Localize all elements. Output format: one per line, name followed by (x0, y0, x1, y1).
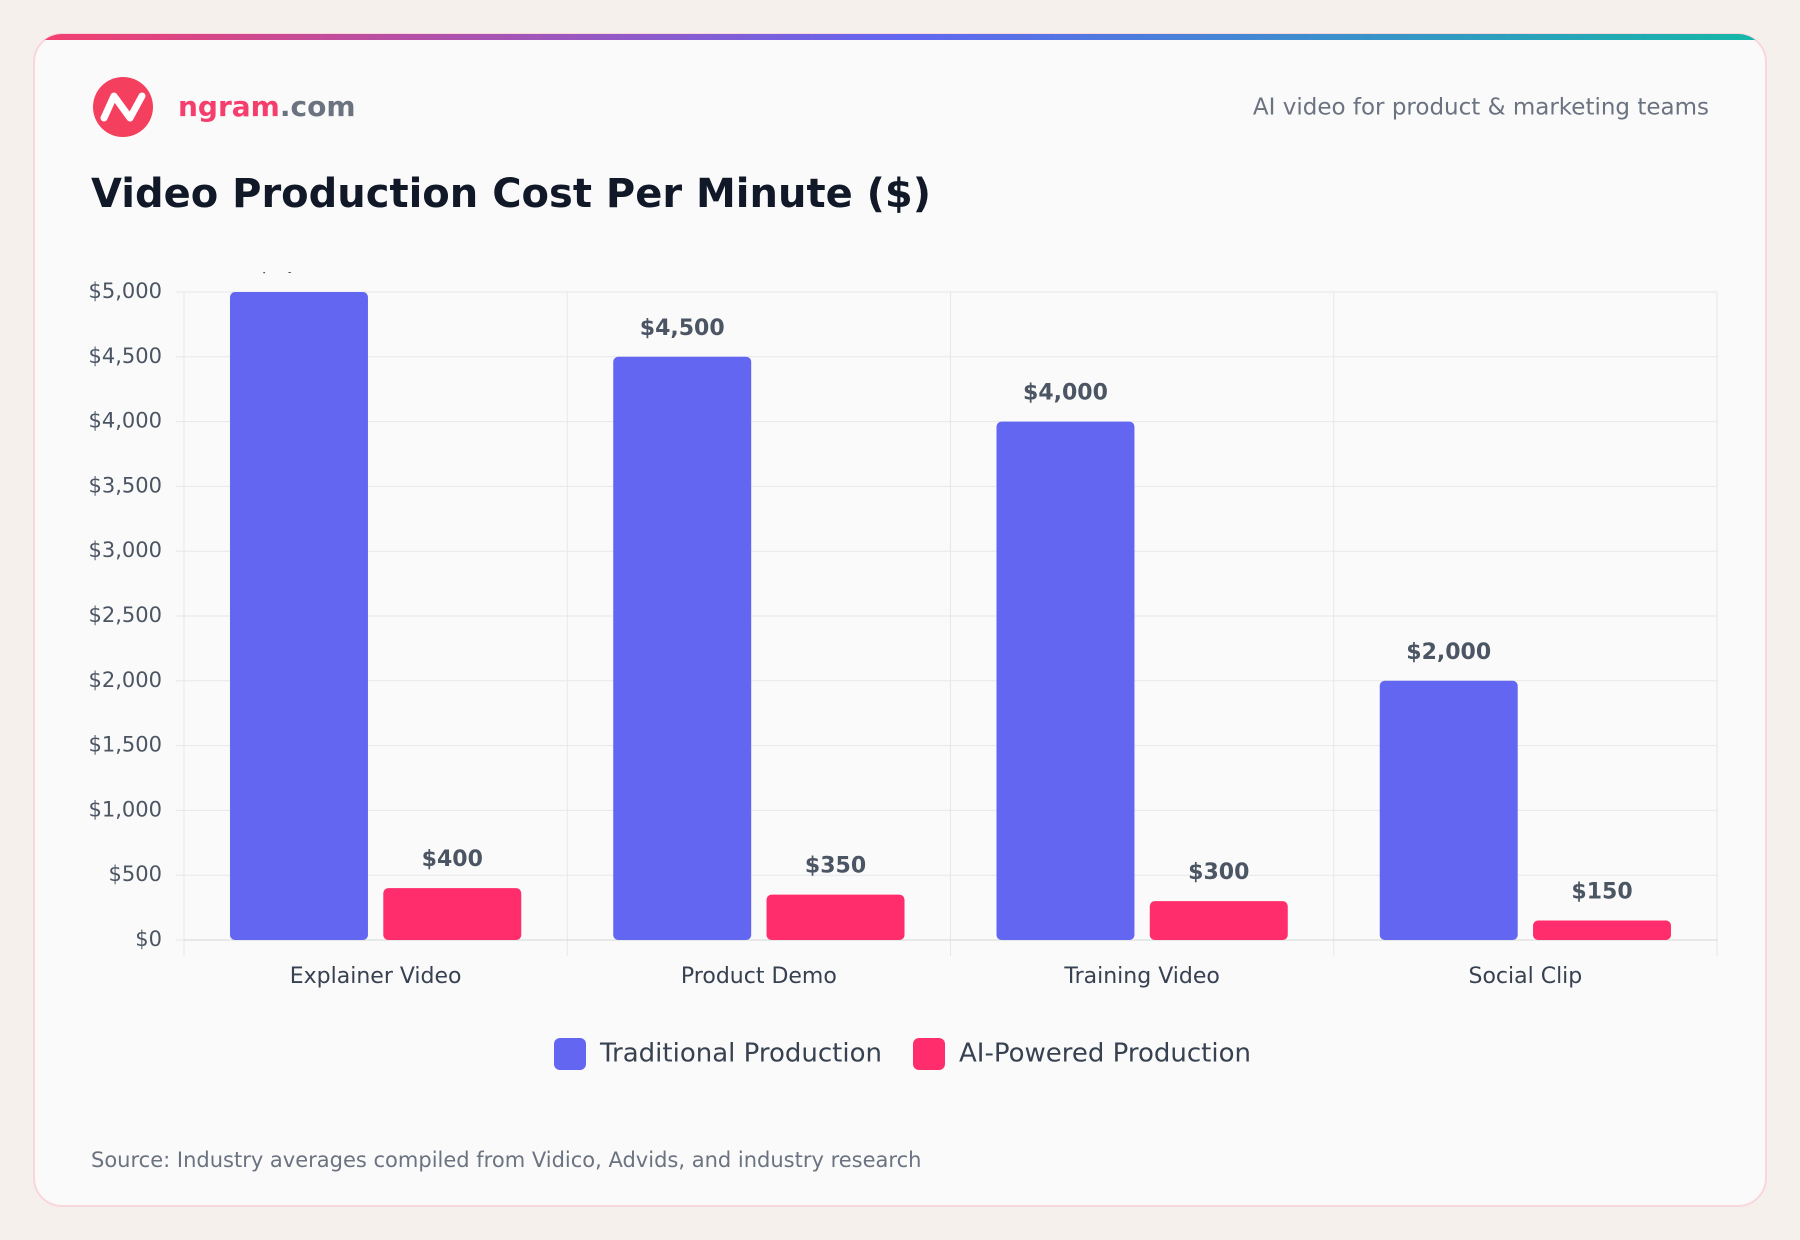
x-tick-label: Social Clip (1468, 964, 1582, 989)
bar (1149, 901, 1288, 940)
logo-mark (100, 92, 146, 122)
value-label: $150 (1571, 880, 1632, 905)
value-label: $4,000 (1023, 381, 1108, 406)
y-tick-label: $1,000 (89, 797, 162, 821)
brand-suffix: .com (280, 90, 356, 123)
chart-title: Video Production Cost Per Minute ($) (91, 171, 931, 217)
brand: ngram.com (178, 90, 356, 123)
value-label: $350 (805, 854, 866, 879)
plot: $0 $500 $1,000 $1,500 $2,000 $2,500 $3,000 $3,5… (89, 251, 1718, 1070)
value-label: $4,500 (640, 316, 725, 341)
y-tick-label: $2,500 (89, 603, 162, 627)
bar (766, 894, 905, 940)
tagline: AI video for product & marketing teams (1253, 95, 1709, 121)
y-tick-label: $1,500 (89, 733, 162, 757)
y-tick-label: $4,000 (89, 409, 162, 433)
y-tick-label: $5,000 (89, 279, 162, 303)
legend-swatch (913, 1038, 945, 1070)
brand-name: ngram (178, 90, 280, 123)
x-tick-label: Training Video (1063, 964, 1219, 989)
x-tick-label: Explainer Video (290, 964, 462, 989)
y-tick-label: $0 (135, 927, 162, 951)
y-tick-label: $3,000 (89, 538, 162, 562)
bar (996, 421, 1135, 941)
value-label: $5,000 (257, 251, 342, 276)
source: Source: Industry averages compiled from … (91, 1148, 921, 1172)
value-label: $300 (1188, 860, 1249, 885)
x-tick-label: Product Demo (681, 964, 837, 989)
bar (383, 888, 522, 940)
bar (1533, 920, 1672, 940)
legend-label: AI-Powered Production (959, 1039, 1251, 1069)
y-tick-label: $500 (109, 862, 162, 886)
bar (613, 356, 752, 940)
bar (229, 292, 368, 940)
legend-label: Traditional Production (599, 1039, 882, 1069)
y-tick-label: $2,000 (89, 668, 162, 692)
value-labels: $5,000 $4,500 $4,000 $2,000 $400 $350 $300 $150 (257, 251, 1633, 905)
y-tick-label: $3,500 (89, 473, 162, 497)
card-accent (34, 34, 1766, 40)
y-tick-label: $4,500 (89, 344, 162, 368)
legend-swatch (554, 1038, 586, 1070)
value-label: $400 (422, 847, 483, 872)
value-label: $2,000 (1406, 640, 1491, 665)
bar (1379, 680, 1518, 940)
